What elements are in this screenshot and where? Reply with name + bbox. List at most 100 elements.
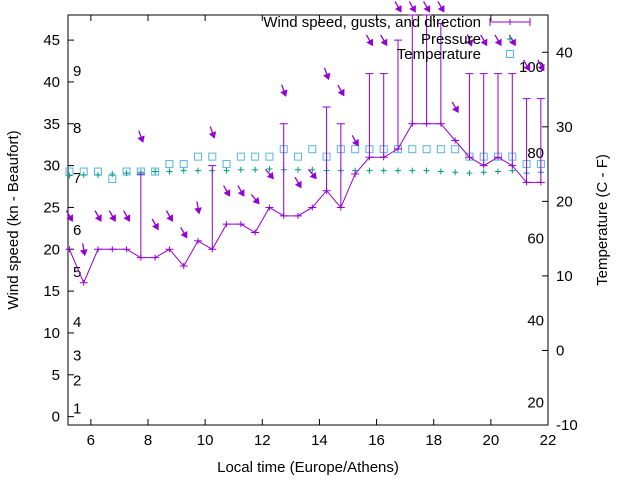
wind-direction-arrow [237,185,245,197]
pressure-point [466,170,473,177]
wind-speed-point [222,221,231,228]
arrow-head [208,131,217,139]
wind-speed-point [265,204,274,211]
arrow-head [166,214,174,222]
pressure-point [166,168,173,175]
wind-speed-point [136,254,145,261]
arrow-head [109,214,116,222]
wind-direction-arrow [94,210,102,222]
beaufort-label: 2 [73,373,81,390]
wind-direction-arrow [151,218,159,231]
wind-direction-arrow [307,168,317,180]
x-tick-label: 14 [311,432,328,449]
wind-direction-arrow [294,176,302,189]
temperature-point [451,145,460,154]
pressure-point [80,171,87,178]
wind-direction-arrow [223,185,231,197]
gust-bar [465,73,474,158]
arrow-head [366,38,374,47]
temperature-point [251,152,260,161]
temperature-point [151,167,160,176]
wind-speed-point [108,246,117,253]
gust-bar [322,106,331,191]
arrow-head [294,180,302,189]
arrow-head [252,196,260,205]
pressure-point [152,168,159,175]
wind-speed-point [179,263,188,270]
temperature-point [179,160,188,169]
wind-speed-point [94,246,102,253]
pressure-point [380,167,387,174]
wind-direction-arrow [250,194,260,205]
gust-bar [494,73,502,158]
pressure-point [452,169,459,176]
wind-speed-point [208,246,217,253]
plot-frame [67,14,549,426]
pressure-point [366,167,373,174]
wind-speed-point [451,137,460,144]
temperature-point [308,145,317,154]
temperature-point [422,145,431,154]
wind-direction-arrow [437,1,445,13]
legend-label: Pressure [421,31,481,48]
wind-direction-arrow [394,1,402,13]
gust-bar [136,173,145,258]
wind-speed-point [365,154,374,161]
arrow-head [309,171,317,180]
wind-speed-point [151,254,160,261]
wind-speed-point [379,154,388,161]
gust-bar [422,14,431,124]
wind-direction-arrow [465,34,474,47]
y-right-tick-label: 20 [556,193,573,210]
wind-direction-arrow [280,84,288,97]
gust-bar [436,22,445,124]
gust-bar [536,98,545,183]
wind-direction-arrow [423,1,431,13]
x-tick-label: 10 [197,432,214,449]
y-left-tick-label: 35 [43,116,60,133]
y-right-tick-label: 10 [556,268,573,285]
arrow-head [79,249,88,257]
pressure-point [266,165,273,172]
wind-direction-arrow [451,101,459,114]
beaufort-label: 6 [73,222,81,239]
pressure-point [309,166,316,173]
legend-swatch [507,36,513,42]
wind-speed-point [194,237,202,244]
legend-entry-wind: Wind speed, gusts, and direction [263,14,531,31]
temperature-point [408,145,417,154]
pressure-point [495,168,501,175]
fahrenheit-label: 80 [527,145,544,162]
beaufort-label: 4 [73,314,81,331]
beaufort-label: 1 [73,400,81,417]
wind-direction-arrow [337,84,345,97]
arrow-head [94,214,102,222]
legend-swatch [506,50,514,58]
arrow-head [409,5,416,13]
wind-direction-arrow [351,134,359,147]
arrow-head [494,38,502,47]
wind-speed-point [122,246,131,253]
arrow-head [223,189,231,197]
legend-swatch [489,18,531,26]
gust-bar [479,73,488,166]
legend: Wind speed, gusts, and directionPressure… [263,14,531,63]
x-tick-label: 16 [368,432,385,449]
data-series [65,1,545,286]
wind-speed-point [408,120,417,127]
y-right-tick-label: 0 [556,342,564,359]
pressure-point [195,167,201,174]
beaufort-label: 5 [73,264,81,281]
wind-direction-arrow [480,34,488,47]
temperature-point [436,145,445,154]
pressure-point [295,166,301,173]
wind-direction-arrow [65,210,74,222]
y-axis-title-left: Wind speed (kn - Beaufort) [5,130,22,309]
temperature-point [265,152,274,161]
pressure-point [480,169,487,176]
pressure-point [180,167,187,174]
arrow-head [194,207,202,215]
y-left-tick-label: 5 [52,367,60,384]
y-left-tick-label: 0 [52,409,60,426]
